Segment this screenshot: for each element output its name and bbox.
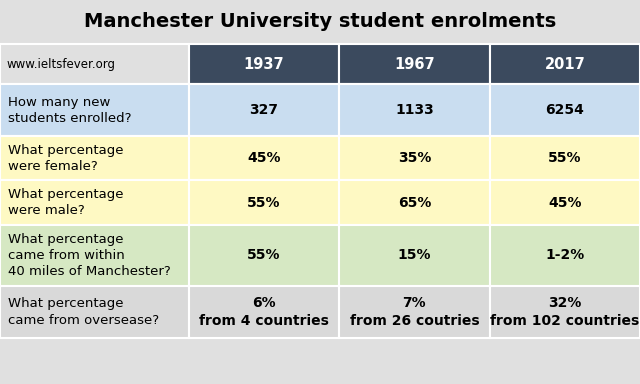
Bar <box>189 44 339 84</box>
Bar <box>339 225 490 286</box>
Text: 55%: 55% <box>247 248 281 262</box>
Text: 1967: 1967 <box>394 57 435 72</box>
Bar <box>490 136 640 180</box>
Bar <box>339 136 490 180</box>
Text: 45%: 45% <box>247 151 281 166</box>
Text: 15%: 15% <box>397 248 431 262</box>
Bar <box>189 136 339 180</box>
Text: 35%: 35% <box>397 151 431 166</box>
Bar <box>189 225 339 286</box>
Text: www.ieltsfever.org: www.ieltsfever.org <box>6 58 115 71</box>
Text: 1937: 1937 <box>244 57 284 72</box>
Bar <box>0 84 189 136</box>
Text: 1-2%: 1-2% <box>545 248 584 262</box>
Bar <box>490 44 640 84</box>
Bar <box>490 225 640 286</box>
Bar <box>490 84 640 136</box>
Text: 6%
from 4 countries: 6% from 4 countries <box>199 296 329 328</box>
Text: 65%: 65% <box>397 195 431 210</box>
Bar <box>339 44 490 84</box>
Bar <box>490 180 640 225</box>
Bar <box>339 286 490 338</box>
Bar <box>339 84 490 136</box>
Bar <box>0 44 189 84</box>
Text: 7%
from 26 coutries: 7% from 26 coutries <box>349 296 479 328</box>
Bar <box>0 136 189 180</box>
Bar <box>0 180 189 225</box>
Text: 2017: 2017 <box>545 57 585 72</box>
Text: 55%: 55% <box>548 151 582 166</box>
Bar <box>189 180 339 225</box>
Text: 55%: 55% <box>247 195 281 210</box>
Text: 45%: 45% <box>548 195 582 210</box>
Text: How many new
students enrolled?: How many new students enrolled? <box>8 96 131 125</box>
Bar <box>0 286 189 338</box>
Text: 32%
from 102 countries: 32% from 102 countries <box>490 296 639 328</box>
Bar <box>0 225 189 286</box>
Bar <box>189 84 339 136</box>
Text: 6254: 6254 <box>545 103 584 118</box>
Text: 1133: 1133 <box>395 103 434 118</box>
Text: What percentage
were male?: What percentage were male? <box>8 188 123 217</box>
Bar <box>490 286 640 338</box>
Bar <box>189 286 339 338</box>
Bar <box>0 0 640 44</box>
Text: What percentage
were female?: What percentage were female? <box>8 144 123 173</box>
Bar <box>339 180 490 225</box>
Text: What percentage
came from oversease?: What percentage came from oversease? <box>8 298 159 326</box>
Text: What percentage
came from within
40 miles of Manchester?: What percentage came from within 40 mile… <box>8 233 170 278</box>
Text: 327: 327 <box>250 103 278 118</box>
Text: Manchester University student enrolments: Manchester University student enrolments <box>84 12 556 31</box>
